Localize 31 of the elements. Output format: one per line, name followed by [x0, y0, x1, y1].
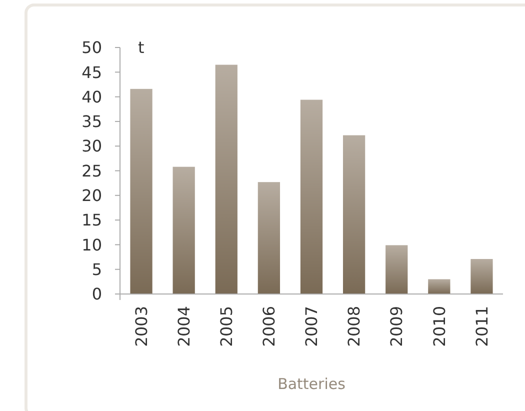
bar	[386, 245, 408, 294]
bar	[172, 166, 195, 294]
bar	[130, 88, 152, 294]
x-tick-label: 2003	[132, 306, 151, 347]
x-tick-label: 2007	[302, 306, 322, 347]
x-tick-label: 2006	[260, 306, 279, 347]
y-tick-label: 0	[92, 284, 102, 304]
y-axis-title: t	[138, 38, 144, 58]
y-tick-label: 40	[82, 87, 102, 106]
x-tick-label: 2011	[472, 306, 492, 347]
y-tick-label: 15	[82, 210, 102, 230]
bar	[470, 258, 493, 294]
y-tick-label: 30	[82, 136, 102, 156]
x-tick-label: 2009	[387, 306, 406, 347]
x-tick-label: 2004	[174, 306, 194, 347]
y-tick-label: 45	[82, 62, 102, 82]
y-tick-label: 50	[82, 38, 102, 58]
x-tick-label: 2010	[430, 306, 449, 347]
x-tick-label: 2005	[216, 306, 236, 347]
y-tick-label: 35	[82, 112, 102, 132]
bar	[428, 279, 450, 294]
bar	[215, 64, 238, 294]
y-tick-label: 10	[82, 235, 102, 254]
bar	[258, 182, 280, 294]
bar	[342, 135, 366, 294]
y-tick-label: 25	[82, 161, 102, 180]
x-axis-title: Batteries	[278, 375, 346, 393]
bar	[300, 100, 323, 294]
y-tick-label: 5	[92, 260, 102, 279]
y-tick-label: 20	[82, 186, 102, 205]
x-tick-label: 2008	[344, 306, 364, 347]
